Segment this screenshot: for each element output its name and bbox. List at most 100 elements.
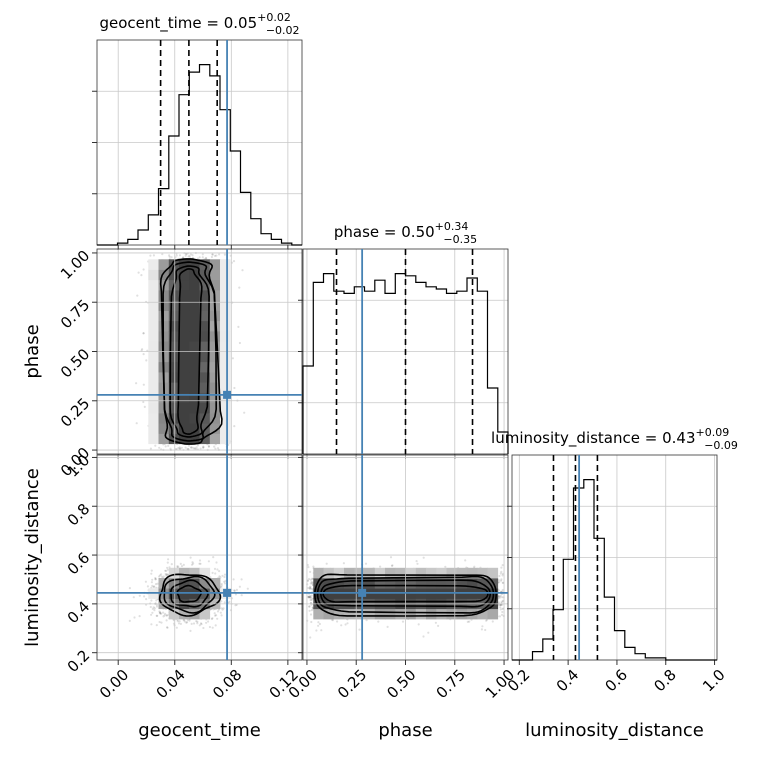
- sample-point: [191, 446, 194, 449]
- density-block: [220, 259, 231, 270]
- density-block: [179, 578, 190, 589]
- density-block: [220, 269, 231, 281]
- sample-point: [211, 626, 214, 629]
- sample-point: [202, 446, 205, 449]
- sample-point: [141, 348, 144, 351]
- density-block: [436, 578, 447, 589]
- panel-luminosity_distance-luminosity_distance: [507, 454, 718, 665]
- sample-point: [237, 325, 240, 328]
- sample-point: [201, 253, 204, 256]
- density-block: [189, 382, 200, 393]
- sample-point: [215, 614, 218, 617]
- density-block: [148, 279, 159, 291]
- density-block: [189, 392, 200, 404]
- sample-point: [499, 572, 502, 575]
- sample-point: [232, 578, 235, 581]
- sample-point: [309, 596, 312, 599]
- sample-point: [151, 584, 154, 588]
- sample-point: [143, 405, 146, 408]
- sample-point: [310, 598, 313, 602]
- sample-point: [154, 578, 157, 581]
- sample-point: [153, 607, 156, 610]
- sample-point: [422, 635, 425, 638]
- density-block: [199, 331, 211, 342]
- sample-point: [142, 332, 145, 335]
- sample-point: [309, 598, 312, 602]
- sample-point: [177, 565, 180, 568]
- density-block: [158, 433, 170, 445]
- y-tick-label: 0.75: [57, 296, 93, 332]
- sample-point: [498, 615, 501, 618]
- sample-point: [166, 573, 169, 576]
- sample-point: [223, 253, 226, 256]
- sample-point: [191, 561, 194, 564]
- contour-lines: [313, 573, 498, 617]
- sample-point: [154, 576, 157, 580]
- sample-point: [311, 577, 314, 580]
- density-block: [220, 402, 231, 414]
- sample-point: [215, 254, 218, 257]
- sample-point: [144, 580, 147, 583]
- sample-point: [211, 253, 214, 256]
- sample-point: [219, 611, 222, 614]
- sample-point: [169, 447, 172, 450]
- sample-point: [135, 422, 138, 425]
- contour-line: [322, 584, 489, 603]
- sample-point: [310, 620, 313, 624]
- sample-point: [196, 444, 200, 447]
- sample-point: [179, 622, 182, 626]
- sample-point: [466, 620, 469, 624]
- sample-point: [224, 579, 227, 583]
- sample-point: [497, 589, 501, 592]
- sample-point: [207, 445, 210, 448]
- y-tick-label: 0.2: [64, 646, 94, 676]
- sample-point: [175, 626, 178, 629]
- sample-point: [231, 357, 234, 360]
- sample-point: [307, 595, 310, 598]
- sample-point: [214, 447, 217, 450]
- sample-point: [190, 622, 193, 626]
- sample-point: [364, 562, 368, 565]
- sample-point: [142, 353, 145, 356]
- sample-point: [198, 562, 201, 565]
- sample-point: [437, 624, 440, 628]
- density-block: [168, 402, 180, 414]
- sample-point: [202, 446, 205, 449]
- y-tick-label: 0.50: [57, 345, 93, 381]
- sample-point: [155, 624, 158, 627]
- sample-point: [192, 562, 195, 565]
- sample-point: [160, 621, 163, 624]
- histogram-phase: [302, 249, 509, 454]
- sample-point: [501, 610, 504, 614]
- sample-point: [184, 254, 187, 257]
- histogram-steps: [97, 63, 302, 246]
- x-axis-label-luminosity_distance: luminosity_distance: [525, 720, 704, 741]
- contour-line: [177, 268, 203, 435]
- density-block: [220, 279, 231, 291]
- sample-point: [150, 613, 153, 616]
- sample-point: [223, 575, 226, 579]
- density-block: [168, 269, 180, 281]
- sample-point: [174, 448, 177, 451]
- density-block: [199, 320, 211, 332]
- sample-point: [220, 607, 223, 610]
- density-block: [323, 567, 335, 579]
- density-block: [189, 310, 200, 322]
- sample-point: [158, 575, 161, 578]
- sample-point: [500, 570, 503, 573]
- sample-point: [191, 254, 194, 257]
- truth-marker: [223, 588, 232, 597]
- sample-point: [501, 574, 504, 577]
- sample-point: [220, 584, 223, 587]
- sample-point: [499, 579, 503, 582]
- sample-point: [179, 447, 182, 450]
- density-block: [209, 361, 221, 373]
- density-block: [189, 402, 200, 414]
- density-block: [374, 578, 386, 589]
- sample-point: [207, 445, 210, 448]
- density-block: [344, 578, 355, 589]
- sample-point: [142, 332, 145, 335]
- sample-point: [207, 560, 210, 563]
- sample-point: [186, 447, 189, 450]
- sample-point: [232, 260, 236, 263]
